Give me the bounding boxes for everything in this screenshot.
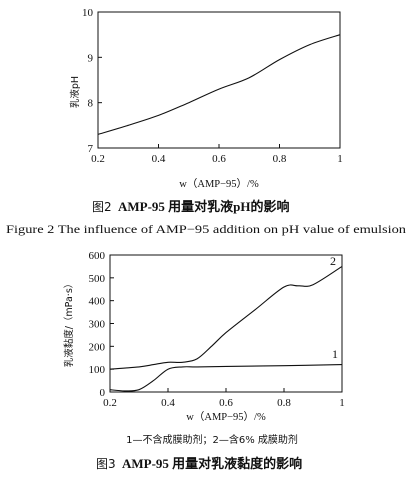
figure2-caption-en: Figure 2 The influence of AMP−95 additio…: [6, 222, 406, 236]
figure3-x-tick-label: 0.2: [103, 397, 117, 409]
figure2-caption-cn: AMP-95 用量对乳液pH的影响: [118, 199, 290, 214]
figure3-x-tick-label: 1: [339, 397, 345, 409]
figure3-y-axis-label: 乳液黏度/（mPa·s）: [63, 279, 75, 368]
figure2-series-1-line: [97, 34, 341, 135]
figure3-series-1-line: [109, 364, 343, 392]
figure2-x-axis-label: w（AMP−95）/%: [179, 178, 259, 190]
figure3-y-ticks: 0 100 200 300 400 500 600: [89, 250, 114, 399]
figure3-series-1-label: 1: [332, 347, 338, 361]
figure3-x-tick-label: 0.4: [161, 397, 175, 409]
figure2-x-tick-label: 0.6: [212, 153, 226, 165]
figure3-y-tick-label: 100: [89, 364, 106, 376]
figure2-x-ticks: 0.2 0.4 0.6 0.8 1: [91, 144, 343, 165]
figure3-x-axis-label: w（AMP−95）/%: [186, 411, 266, 423]
figure2-series: [97, 34, 341, 135]
figure3-x-tick-label: 0.6: [219, 397, 233, 409]
figure3-caption-number: 图3: [96, 457, 116, 471]
figure3-series-2-label: 2: [330, 254, 336, 268]
figure2-y-tick-label: 7: [88, 143, 94, 155]
figure3-y-tick-label: 600: [89, 250, 106, 262]
figure3-y-tick-label: 400: [89, 296, 106, 308]
figure3-y-tick-label: 0: [100, 387, 106, 399]
figure3-y-tick-label: 300: [89, 319, 106, 331]
figure2-caption-number: 图2: [92, 200, 112, 214]
figure3-series-2-line: [109, 265, 343, 370]
figure2-y-tick-label: 10: [82, 7, 94, 19]
figure3-series: 12: [109, 254, 343, 392]
figure3-legend: 1—不含成膜助剂；2—含6% 成膜助剂: [126, 433, 298, 446]
figure3-y-tick-label: 500: [89, 273, 106, 285]
figure3-x-tick-label: 0.8: [277, 397, 291, 409]
figure2-x-tick-label: 0.4: [152, 153, 166, 165]
figure2-plot-frame: [97, 11, 341, 149]
figure3-x-ticks: 0.2 0.4 0.6 0.8 1: [103, 388, 345, 409]
figure2-x-tick-label: 0.2: [91, 153, 105, 165]
figure3-plot-frame: [109, 254, 343, 393]
figure3-y-tick-label: 200: [89, 341, 106, 353]
figure2-y-ticks: 7 8 9 10: [82, 7, 102, 155]
figure3-caption-cn: AMP-95 用量对乳液黏度的影响: [122, 456, 302, 471]
figure2-y-tick-label: 9: [88, 52, 94, 64]
figure2-y-tick-label: 8: [88, 98, 94, 110]
figure2-x-tick-label: 1: [337, 153, 343, 165]
figure2-y-axis-label: 乳液pH: [69, 76, 81, 108]
figure2-x-tick-label: 0.8: [273, 153, 287, 165]
